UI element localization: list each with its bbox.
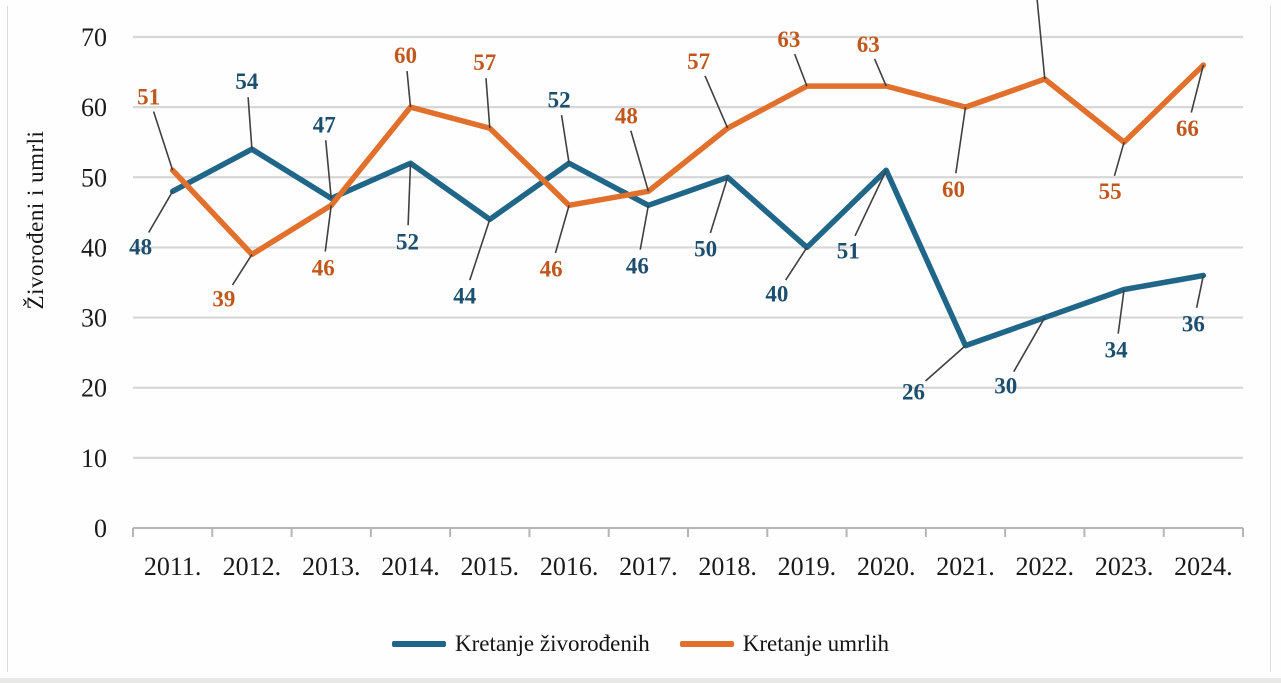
data-label: 50 (694, 236, 717, 261)
legend-label-deaths: Kretanje umrlih (742, 631, 890, 656)
svg-text:2011.: 2011. (144, 552, 202, 581)
svg-text:2017.: 2017. (619, 552, 678, 581)
svg-text:2020.: 2020. (857, 552, 916, 581)
data-label: 52 (396, 229, 419, 254)
data-label: 63 (777, 27, 800, 52)
y-axis-title: Živorođeni i umrli (23, 130, 48, 310)
svg-text:2012.: 2012. (223, 552, 282, 581)
data-label: 30 (994, 374, 1017, 399)
data-label: 60 (394, 43, 417, 68)
svg-text:2015.: 2015. (461, 552, 520, 581)
svg-text:70: 70 (81, 23, 107, 52)
data-label: 57 (687, 49, 710, 74)
births-data-labels: 48 54 47 52 44 52 46 50 40 51 26 30 34 36 (129, 69, 1205, 404)
data-label: 57 (473, 50, 496, 75)
x-axis (132, 527, 1244, 537)
svg-text:2018.: 2018. (698, 552, 757, 581)
page-edge-bottom (0, 678, 1281, 683)
data-label: 60 (942, 177, 965, 202)
data-label: 48 (129, 234, 152, 259)
data-label: 51 (837, 238, 860, 263)
data-label: 51 (137, 84, 160, 109)
page-edge-right (1270, 6, 1271, 672)
data-label: 48 (615, 103, 638, 128)
svg-text:0: 0 (94, 514, 107, 543)
svg-text:2016.: 2016. (540, 552, 599, 581)
data-label: 36 (1182, 311, 1205, 336)
svg-text:40: 40 (81, 233, 107, 262)
y-tick-labels: 0 10 20 30 40 50 60 70 (81, 23, 107, 543)
svg-text:2024.: 2024. (1174, 552, 1233, 581)
legend-item-deaths: Kretanje umrlih (679, 631, 890, 657)
data-label: 46 (626, 253, 649, 278)
data-label: 47 (313, 112, 336, 137)
svg-text:2014.: 2014. (381, 552, 440, 581)
data-label: 46 (312, 255, 335, 280)
gridlines (133, 35, 1243, 459)
data-label: 46 (540, 256, 563, 281)
data-label: 34 (1105, 338, 1129, 363)
svg-text:30: 30 (81, 304, 107, 333)
data-label: 55 (1099, 179, 1122, 204)
chart-legend: Kretanje živorođenih Kretanje umrlih (0, 631, 1281, 657)
data-label: 39 (212, 286, 235, 311)
data-label: 52 (548, 87, 571, 112)
deaths-line-swatch (679, 641, 734, 647)
data-label: 26 (902, 380, 925, 405)
data-label: 40 (765, 281, 788, 306)
svg-text:10: 10 (81, 444, 107, 473)
svg-text:2021.: 2021. (936, 552, 995, 581)
data-label: 54 (235, 69, 259, 94)
line-chart: 0 10 20 30 40 50 60 70 2011. 2012. 2013. 2014. 2015.… (81, 0, 1244, 581)
svg-text:2013.: 2013. (302, 552, 361, 581)
data-label: 44 (453, 283, 477, 308)
svg-text:2022.: 2022. (1016, 552, 1075, 581)
svg-text:2023.: 2023. (1095, 552, 1154, 581)
data-label: 63 (857, 32, 880, 57)
legend-item-births: Kretanje živorođenih (391, 631, 650, 657)
svg-text:60: 60 (81, 93, 107, 122)
births-line-swatch (391, 641, 446, 647)
deaths-line (169, 62, 1207, 258)
legend-label-births: Kretanje živorođenih (454, 631, 650, 656)
svg-text:2019.: 2019. (778, 552, 837, 581)
x-tick-labels: 2011. 2012. 2013. 2014. 2015. 2016. 2017. 2018.… (144, 552, 1233, 581)
data-label: 66 (1176, 116, 1199, 141)
deaths-data-labels: 51 39 46 60 57 46 48 57 63 63 60 55 66 (137, 0, 1205, 311)
svg-text:50: 50 (81, 163, 107, 192)
page-edge-left (7, 6, 8, 672)
svg-text:20: 20 (81, 374, 107, 403)
